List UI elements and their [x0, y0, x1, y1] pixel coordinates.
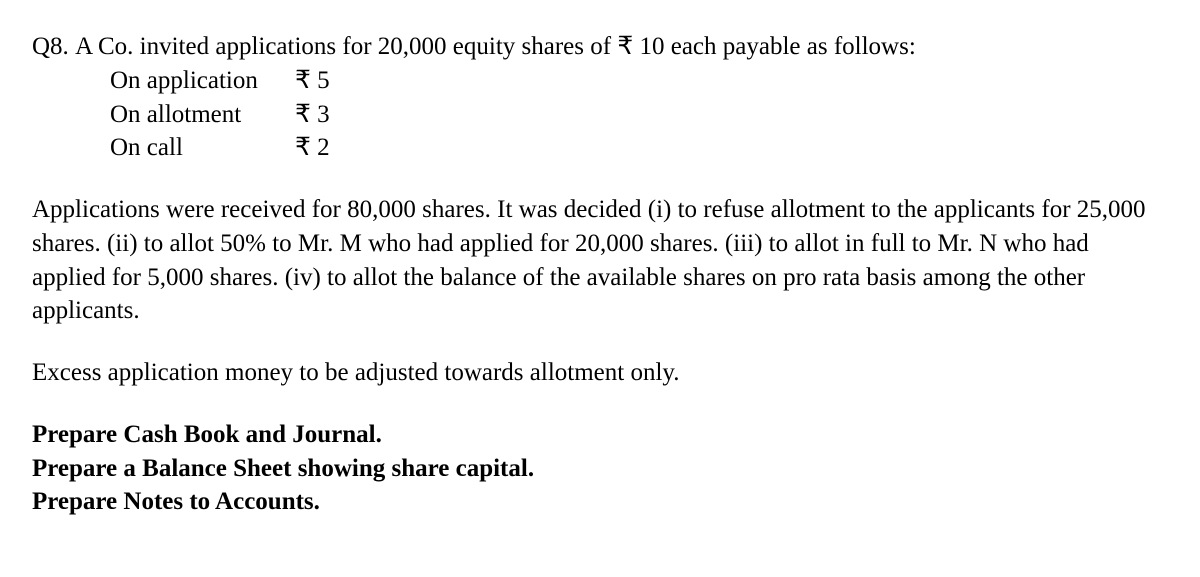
question-number: Q8. [32, 30, 69, 64]
payment-schedule: On application ₹ 5 On allotment ₹ 3 On c… [110, 64, 1168, 165]
task-item: Prepare Cash Book and Journal. [32, 418, 1168, 452]
payment-label: On allotment [110, 98, 295, 132]
question-intro-row: Q8. A Co. invited applications for 20,00… [32, 30, 1168, 64]
question-body: Applications were received for 80,000 sh… [32, 193, 1168, 328]
task-list: Prepare Cash Book and Journal. Prepare a… [32, 418, 1168, 519]
payment-amount: ₹ 3 [295, 98, 330, 132]
payment-amount: ₹ 2 [295, 131, 330, 165]
payment-row: On application ₹ 5 [110, 64, 1168, 98]
payment-row: On allotment ₹ 3 [110, 98, 1168, 132]
payment-label: On application [110, 64, 295, 98]
task-item: Prepare a Balance Sheet showing share ca… [32, 452, 1168, 486]
question-intro-text: A Co. invited applications for 20,000 eq… [75, 30, 916, 64]
payment-label: On call [110, 131, 295, 165]
payment-amount: ₹ 5 [295, 64, 330, 98]
payment-row: On call ₹ 2 [110, 131, 1168, 165]
task-item: Prepare Notes to Accounts. [32, 485, 1168, 519]
question-note: Excess application money to be adjusted … [32, 356, 1168, 390]
